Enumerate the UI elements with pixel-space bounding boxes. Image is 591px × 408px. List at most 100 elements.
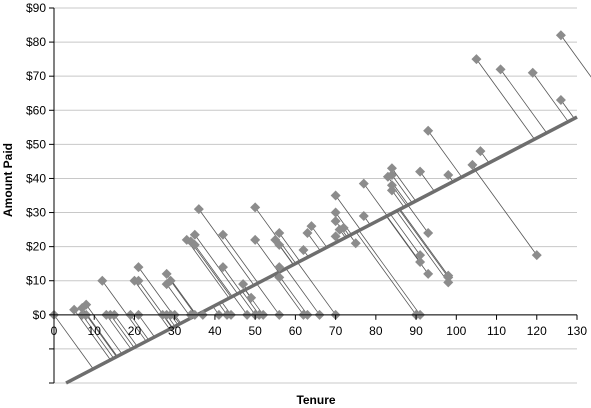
residual-line <box>81 314 114 359</box>
x-tick-label: 0 <box>51 324 58 338</box>
x-tick-label: 40 <box>208 324 222 338</box>
residual-line <box>233 295 248 316</box>
residual-line <box>238 292 256 316</box>
data-point <box>69 304 80 315</box>
residual-line <box>307 232 321 251</box>
data-point <box>358 178 369 189</box>
y-tick-label: $40 <box>26 171 46 185</box>
data-point <box>555 30 566 41</box>
data-point <box>467 159 478 170</box>
data-point <box>274 239 285 250</box>
residual-line <box>363 183 388 217</box>
y-tick-label: $30 <box>26 206 46 220</box>
data-point <box>423 125 434 136</box>
axes <box>49 7 578 384</box>
data-point <box>386 180 397 191</box>
x-tick-label: 20 <box>128 324 142 338</box>
y-tick-label: $10 <box>26 274 46 288</box>
x-tick-label: 100 <box>446 324 466 338</box>
data-point <box>133 275 144 286</box>
residual-line <box>398 209 449 278</box>
residual-line <box>222 234 259 284</box>
residual-line <box>85 314 117 357</box>
y-tick-label: $70 <box>26 69 46 83</box>
residual-line <box>166 283 192 319</box>
x-tick-label: 80 <box>369 324 383 338</box>
residual-line <box>355 231 417 316</box>
residual-line <box>53 314 94 370</box>
residual-line <box>138 280 173 328</box>
data-point <box>443 277 454 288</box>
residual-line <box>222 266 242 293</box>
data-point <box>386 185 397 196</box>
residual-line <box>560 35 591 78</box>
x-tick-label: 50 <box>248 324 262 338</box>
residual-line <box>278 232 301 262</box>
residual-line <box>101 280 147 342</box>
y-tick-label: $90 <box>26 1 46 15</box>
data-point <box>415 256 426 267</box>
residual-line <box>130 314 150 341</box>
y-tick-label: $50 <box>26 137 46 151</box>
residual-line <box>476 58 535 140</box>
residual-line <box>391 174 413 204</box>
data-point <box>250 202 261 213</box>
x-tick-label: 120 <box>527 324 547 338</box>
data-point <box>475 146 486 157</box>
residual-line <box>190 241 232 298</box>
residual-line <box>500 69 547 134</box>
fit-line <box>65 115 578 385</box>
residual-line <box>85 304 123 355</box>
data-point <box>133 262 144 273</box>
data-point <box>358 210 369 221</box>
x-tick-label: 10 <box>88 324 102 338</box>
data-point <box>443 272 454 283</box>
y-tick-labels: $0 $10 $20 $30 $40 $50 $60 $70 $80 $90 <box>26 1 46 322</box>
data-point <box>302 228 313 238</box>
data-point <box>274 228 285 238</box>
data-point <box>274 262 285 273</box>
data-point <box>298 245 309 256</box>
regression-line <box>65 115 578 385</box>
data-point <box>330 216 341 227</box>
data-point <box>165 275 176 286</box>
data-point <box>386 170 397 181</box>
data-point <box>338 222 349 233</box>
data-point <box>250 234 261 245</box>
residual-line <box>170 280 197 316</box>
residual-line <box>244 289 264 316</box>
residual-line <box>194 244 233 297</box>
residual-line <box>134 280 170 330</box>
residual-line <box>109 314 135 348</box>
residual-line <box>532 72 569 122</box>
x-tick-label: 90 <box>409 324 423 338</box>
residual-line <box>427 130 463 178</box>
residual-line <box>194 234 238 294</box>
residual-line <box>335 195 361 231</box>
residual-line <box>114 314 138 347</box>
data-point <box>423 268 434 279</box>
residual-line <box>419 171 435 192</box>
data-point <box>189 239 200 250</box>
residual-line <box>73 309 111 361</box>
residual-line <box>297 262 336 316</box>
data-point <box>161 268 172 279</box>
data-point <box>193 204 204 215</box>
residual-line <box>311 225 328 248</box>
y-tick-label: $20 <box>26 240 46 254</box>
data-point <box>531 250 542 261</box>
data-point <box>386 163 397 174</box>
residual-line <box>285 268 320 316</box>
residual-line <box>396 210 449 283</box>
residual-line <box>198 208 255 286</box>
residual-line <box>358 230 421 316</box>
data-point <box>423 228 434 238</box>
data-point <box>495 64 506 75</box>
data-point <box>246 292 257 303</box>
x-axis-title: Tenure <box>296 393 335 407</box>
y-tick-label: $0 <box>33 308 47 322</box>
data-point <box>330 231 341 242</box>
data-point <box>471 54 482 65</box>
residual-line <box>186 239 230 299</box>
data-point <box>97 275 108 286</box>
